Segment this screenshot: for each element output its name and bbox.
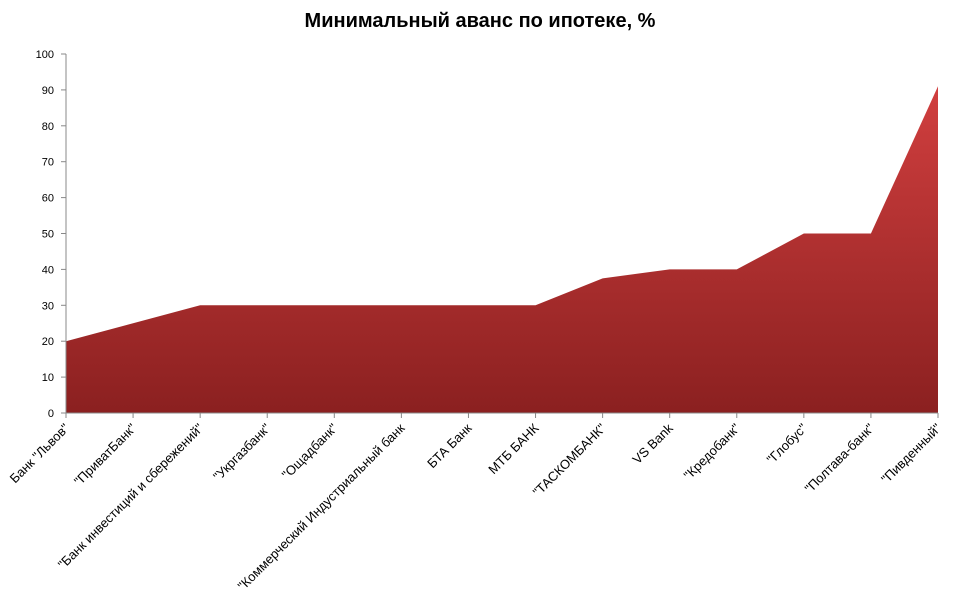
y-tick-label: 50 (42, 229, 54, 241)
x-category-label: "ТАСКОМБАНК" (530, 420, 609, 499)
chart-title: Минимальный аванс по ипотеке, % (304, 10, 656, 32)
x-axis-ticks: Банк "Львов""ПриватБанк""Банк инвестиций… (7, 413, 944, 593)
y-tick-label: 20 (42, 336, 54, 348)
y-axis-ticks: 0 10 20 30 40 50 60 70 80 90 100 (36, 49, 66, 420)
x-category-label: МТБ БАНК (485, 420, 542, 477)
x-category-label: "Пивденный" (878, 420, 944, 486)
series-area (66, 86, 938, 413)
y-tick-label: 100 (36, 49, 54, 61)
x-category-label: Банк "Львов" (7, 420, 73, 486)
y-tick-label: 0 (48, 408, 54, 420)
y-tick-label: 10 (42, 372, 54, 384)
x-category-label: "Глобус" (764, 420, 811, 467)
x-category-label: "Ощадбанк" (279, 420, 341, 482)
x-category-label: БТА Банк (424, 420, 475, 471)
x-category-label: "Укргазбанк" (210, 420, 274, 484)
area-layer (66, 86, 938, 413)
y-tick-label: 30 (42, 300, 54, 312)
x-category-label: VS Bank (629, 420, 676, 467)
x-category-label: "Полтава-банк" (802, 420, 878, 496)
y-tick-label: 70 (42, 157, 54, 169)
y-tick-label: 60 (42, 193, 54, 205)
x-category-label: "Кредобанк" (681, 420, 744, 483)
y-tick-label: 80 (42, 121, 54, 133)
y-tick-label: 40 (42, 264, 54, 276)
x-category-label: "Банк инвестиций и сбережений" (55, 420, 207, 572)
x-category-label: "ПриватБанк" (71, 420, 139, 488)
y-tick-label: 90 (42, 85, 54, 97)
